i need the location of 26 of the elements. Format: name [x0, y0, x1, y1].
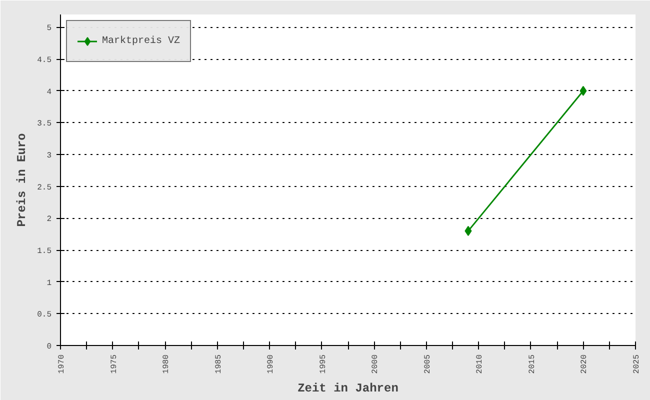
- y-tick-label: 3.5: [37, 120, 52, 129]
- y-tick-label: 2.5: [37, 183, 52, 192]
- x-tick-label: 1975: [110, 354, 119, 374]
- y-tick-label: 2: [46, 215, 52, 224]
- y-tick-label: 4: [46, 88, 52, 97]
- y-tick-label: 1.5: [37, 247, 52, 256]
- x-tick-label: 2000: [371, 354, 380, 374]
- x-tick-label: 2010: [476, 354, 485, 374]
- x-tick-label: 1995: [318, 354, 328, 374]
- y-tick-label: 4.5: [37, 56, 52, 66]
- x-tick-label: 2005: [423, 354, 432, 374]
- y-tick-label: 1: [46, 278, 52, 288]
- y-tick-label: 3: [46, 152, 52, 161]
- x-axis-title: Zeit in Jahren: [298, 382, 398, 396]
- y-tick-label: 0.5: [37, 310, 52, 320]
- x-tick-label: 1980: [162, 354, 172, 374]
- x-tick-label: 2025: [632, 354, 642, 374]
- x-tick-label: 1985: [214, 354, 224, 374]
- x-tick-label: 2020: [580, 354, 590, 374]
- x-tick-label: 1990: [266, 354, 276, 374]
- legend-label: Marktpreis VZ: [102, 36, 180, 46]
- y-tick-label: 5: [46, 24, 52, 34]
- y-tick-label: 0: [46, 342, 52, 352]
- x-tick-label: 2015: [528, 354, 537, 374]
- y-axis-title: Preis in Euro: [15, 133, 30, 227]
- x-tick-label: 1970: [58, 354, 66, 374]
